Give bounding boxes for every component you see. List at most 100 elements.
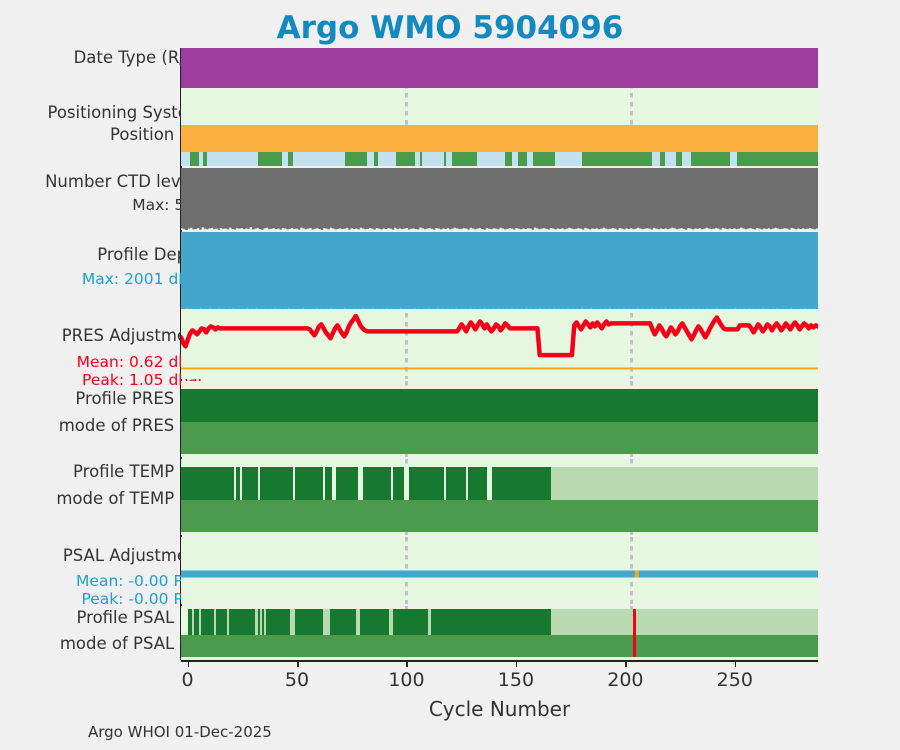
x-tick — [515, 660, 518, 667]
band-segment — [281, 152, 289, 166]
band-segment — [288, 152, 293, 166]
band-segment — [651, 152, 661, 166]
band-segment — [393, 467, 405, 500]
band-segment — [526, 152, 534, 166]
row-label-mode-psal-qc: mode of PSAL QC — [59, 634, 204, 653]
band-segment — [181, 48, 818, 88]
band-segment — [395, 152, 416, 166]
footer-credit: Argo WHOI 01-Dec-2025 — [88, 723, 272, 741]
band-segment — [181, 152, 190, 166]
band-segment — [730, 152, 737, 166]
x-tick — [734, 660, 737, 667]
band-segment — [194, 609, 199, 635]
x-tick-label: 100 — [388, 669, 425, 691]
row-label-mode-temp-qc: mode of TEMP QC — [56, 489, 204, 508]
band-segment — [737, 152, 818, 166]
panel-date-position — [181, 48, 818, 166]
band-segment — [445, 467, 466, 500]
band-segment — [216, 609, 227, 635]
row-label-position-qc: Position QC — [110, 125, 204, 144]
band-segment — [393, 609, 429, 635]
band-segment — [345, 152, 368, 166]
panel-temp-qc — [181, 459, 818, 535]
band-segment — [181, 635, 818, 657]
band-positioning-system[interactable] — [181, 125, 818, 152]
band-segment — [257, 609, 260, 635]
band-segment — [207, 152, 258, 166]
row-label-pres-adjustment-mean: Mean: 0.62 dbar — [76, 353, 204, 371]
band-profile-temp-qc[interactable] — [181, 467, 818, 500]
band-segment — [255, 609, 258, 635]
band-segment — [336, 467, 359, 500]
band-segment — [467, 467, 488, 500]
band-segment — [491, 467, 551, 500]
band-mode-pres-qc[interactable] — [181, 422, 818, 454]
band-segment — [550, 609, 818, 635]
band-segment — [292, 467, 295, 500]
row-label-profile-depth: Profile Depth — [97, 245, 204, 264]
band-segment — [229, 609, 256, 635]
x-tick — [297, 660, 299, 667]
band-segment — [391, 467, 394, 500]
band-segment — [294, 609, 324, 635]
band-segment — [419, 152, 422, 166]
band-segment — [533, 152, 556, 166]
band-segment — [266, 609, 291, 635]
band-segment — [581, 152, 652, 166]
band-segment — [187, 609, 192, 635]
row-label-psal-adjustment-peak: Peak: -0.00 PSU — [81, 590, 204, 608]
x-tick-label: 50 — [284, 669, 310, 691]
band-position-qc[interactable] — [181, 152, 818, 166]
band-segment — [428, 609, 431, 635]
band-segment — [388, 609, 394, 635]
panel-pres-qc — [181, 381, 818, 457]
band-segment — [198, 609, 201, 635]
band-segment — [682, 152, 692, 166]
band-segment — [691, 152, 731, 166]
line-pres-adjustment[interactable] — [181, 232, 818, 379]
row-label-positioning-system: Positioning System — [47, 103, 204, 122]
area-number-ctd-levels[interactable] — [181, 168, 818, 230]
band-profile-pres-qc[interactable] — [181, 389, 818, 422]
band-segment — [261, 609, 265, 635]
band-profile-psal-qc[interactable] — [181, 609, 818, 635]
panel-depth-pres — [181, 232, 818, 379]
band-segment — [240, 467, 243, 500]
band-segment — [233, 467, 236, 500]
band-segment — [235, 467, 241, 500]
band-segment — [329, 609, 357, 635]
psal-qc-alert-marker[interactable] — [632, 609, 636, 657]
band-segment — [660, 152, 665, 166]
band-segment — [465, 467, 468, 500]
band-segment — [181, 500, 818, 532]
band-segment — [200, 609, 214, 635]
band-segment — [487, 467, 492, 500]
band-mode-temp-qc[interactable] — [181, 500, 818, 532]
row-label-psal-adjustment-mean: Mean: -0.00 PSU — [76, 572, 204, 590]
band-segment — [181, 467, 234, 500]
band-mode-psal-qc[interactable] — [181, 635, 818, 657]
band-segment — [294, 467, 324, 500]
row-label-psal-adjustment: PSAL Adjustment — [62, 546, 204, 565]
area-path — [181, 232, 818, 309]
band-segment — [415, 152, 420, 166]
band-segment — [367, 152, 374, 166]
band-segment — [421, 152, 444, 166]
gridline-cycle-100 — [404, 48, 408, 166]
area-path — [181, 168, 818, 230]
x-tick-label: 0 — [181, 669, 194, 691]
band-date-type[interactable] — [181, 48, 818, 88]
band-segment — [259, 467, 293, 500]
band-segment — [257, 467, 260, 500]
area-profile-depth[interactable] — [181, 232, 818, 379]
row-label-pres-adjustment: PRES Adjustment — [61, 326, 204, 345]
band-segment — [189, 152, 199, 166]
band-segment — [518, 152, 527, 166]
band-segment — [242, 467, 258, 500]
x-tick-label: 150 — [497, 669, 535, 691]
x-axis-title: Cycle Number — [428, 697, 571, 721]
line-psal-adjustment[interactable] — [181, 537, 818, 604]
band-segment — [323, 467, 326, 500]
row-label-profile-pres-qc: Profile PRES QC — [75, 389, 204, 408]
band-segment — [259, 609, 262, 635]
